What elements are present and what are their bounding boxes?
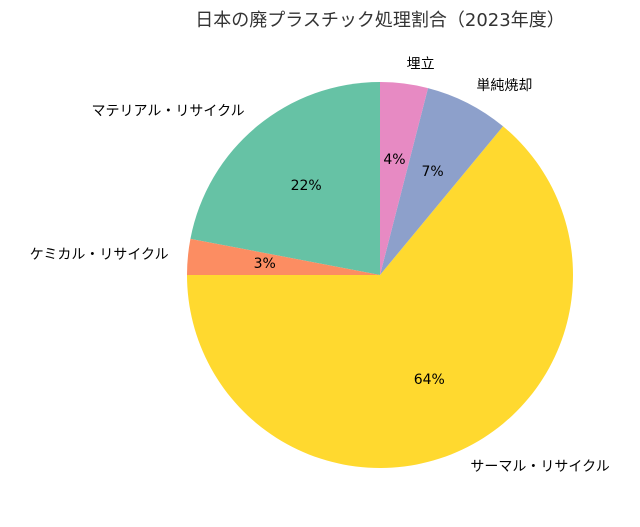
pie-slice-3 [380,88,504,276]
pie-slice-0 [190,82,380,275]
chart-title: 日本の廃プラスチック処理割合（2023年度） [195,10,564,31]
pie-slice-4 [380,82,428,275]
labels-layer: 22% マテリアル・リサイクル 3% ケミカル・リサイクル 64% サーマル・リサイクル 7… [30,56,610,475]
slice-pct-label-4: 4% [383,152,405,168]
slice-category-label-1: ケミカル・リサイクル [30,247,169,263]
slice-category-label-2: サーマル・リサイクル [470,459,609,475]
slices-layer [187,82,573,468]
pie-slice-2 [187,126,573,468]
slice-pct-label-3: 7% [421,164,443,180]
slice-pct-label-1: 3% [254,256,276,272]
slice-pct-label-2: 64% [414,372,445,388]
slice-category-label-4: 埋立 [407,56,435,72]
slice-category-label-3: 単純焼却 [476,78,532,94]
slice-pct-label-0: 22% [291,178,322,194]
pie-slice-1 [187,238,380,275]
slice-category-label-0: マテリアル・リサイクル [92,103,245,119]
